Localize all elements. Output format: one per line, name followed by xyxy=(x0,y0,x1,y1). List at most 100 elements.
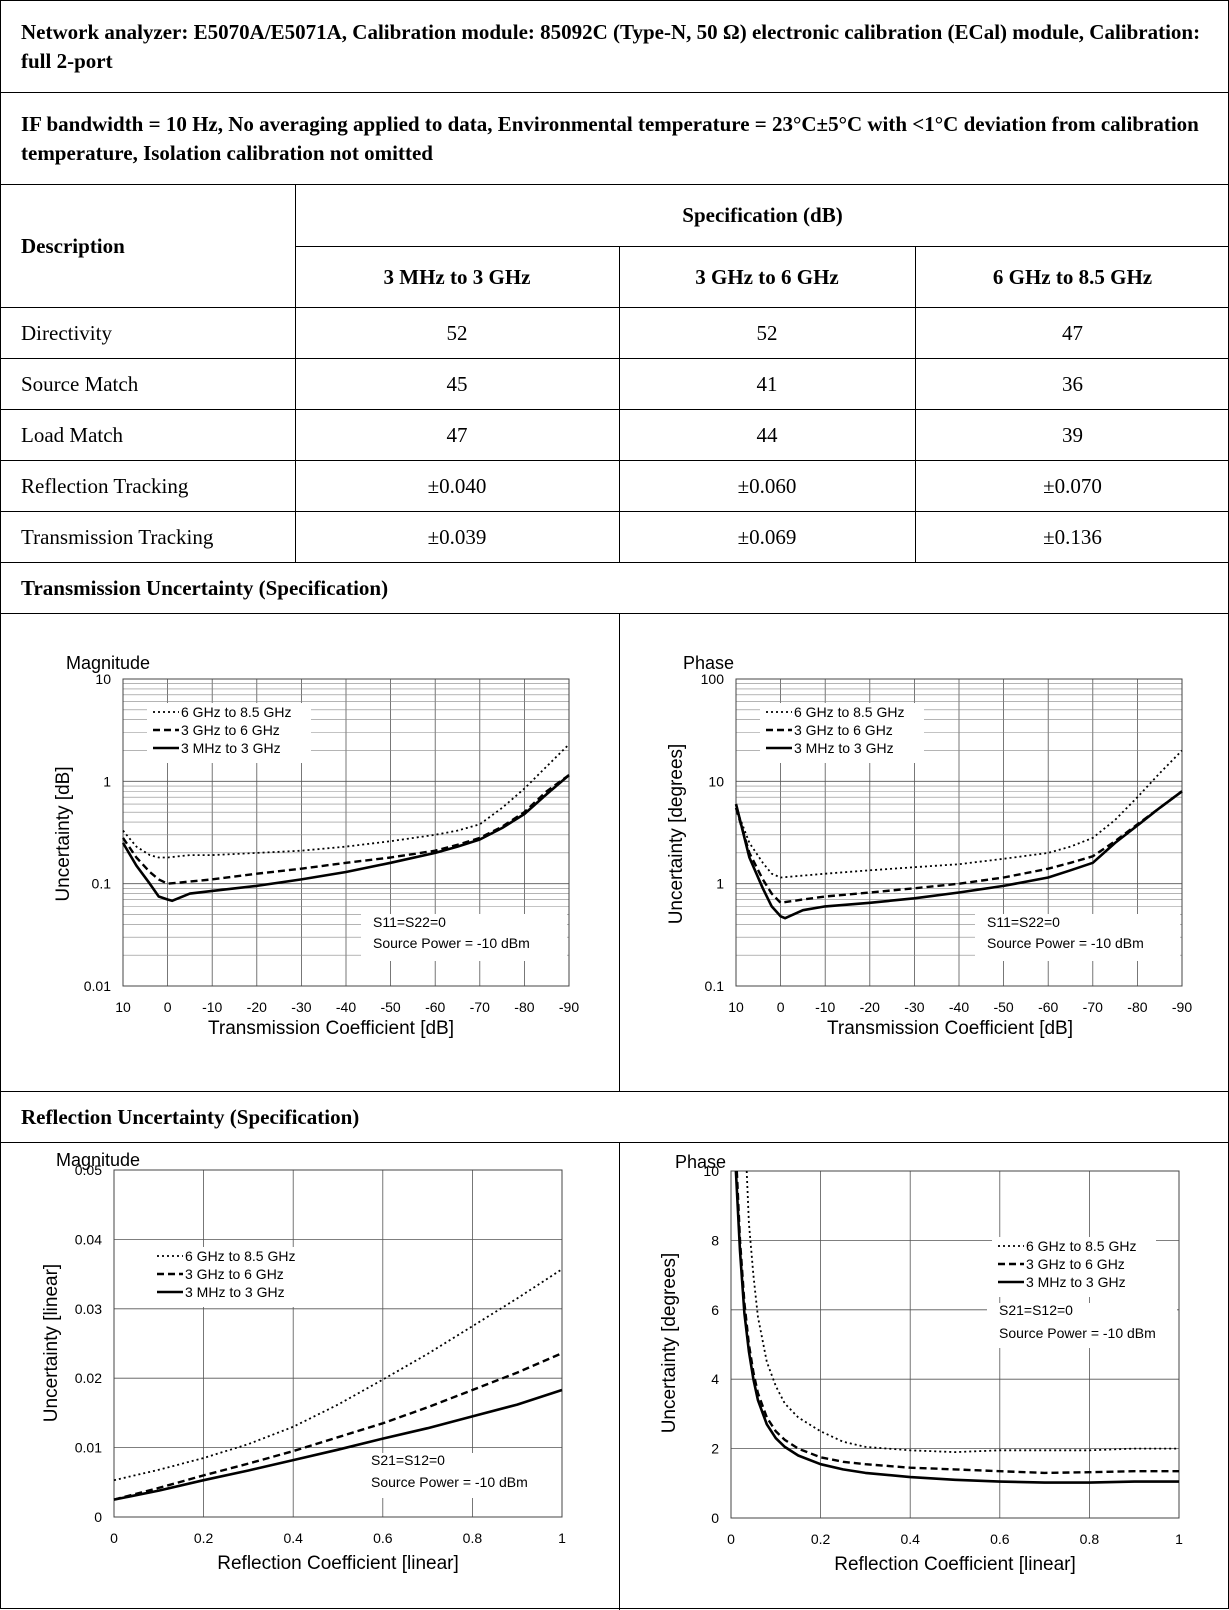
legend-background xyxy=(992,1237,1156,1297)
x-tick-label: 0.8 xyxy=(463,1530,483,1546)
series-line xyxy=(745,1170,1179,1453)
legend-label: 6 GHz to 8.5 GHz xyxy=(185,1248,295,1264)
table-cell: 47 xyxy=(1062,321,1083,345)
x-tick-label: 0.6 xyxy=(990,1531,1010,1547)
reflection-phase-chart: 0 0.2 0.4 0.6 0.8 1 10 8 6 4 2 0 Phase Reflection Coe… xyxy=(659,1152,1183,1575)
table-cell: 52 xyxy=(446,321,468,345)
x-tick-label: 0.4 xyxy=(900,1531,920,1547)
x-tick-label: -30 xyxy=(291,999,311,1015)
series-line xyxy=(113,1352,563,1501)
y-tick-label: 2 xyxy=(711,1441,719,1457)
x-tick-label: 0.8 xyxy=(1080,1531,1100,1547)
legend-background xyxy=(760,703,924,763)
x-tick-label: 0.6 xyxy=(373,1530,393,1546)
table-cell: ±0.060 xyxy=(737,474,797,498)
chart-title: Phase xyxy=(675,1152,726,1172)
annotation-background xyxy=(359,1453,560,1498)
x-tick-label: 0 xyxy=(164,999,172,1015)
annotation-text: S11=S22=0 xyxy=(373,914,446,930)
annotation-background xyxy=(987,1303,1177,1348)
table-cell: 52 xyxy=(756,321,778,345)
specification-header: Specification (dB) xyxy=(295,185,1229,247)
legend-label: 6 GHz to 8.5 GHz xyxy=(794,704,904,720)
row-label: Source Match xyxy=(21,372,139,396)
transmission-magnitude-chart: 10 0 -10 -20 -30 -40 -50 -60 -70 -80 -90 10 1 0.1 0.01… xyxy=(53,653,579,1039)
description-header: Description xyxy=(21,234,125,258)
transmission-section-title: Transmission Uncertainty (Specification) xyxy=(21,575,389,600)
x-tick-label: -60 xyxy=(425,999,445,1015)
y-tick-label: 10 xyxy=(703,1163,719,1179)
y-tick-label: 0.02 xyxy=(75,1370,102,1386)
x-tick-label: 0 xyxy=(777,999,785,1015)
y-tick-label: 1 xyxy=(103,773,111,789)
reflection-section-title: Reflection Uncertainty (Specification) xyxy=(21,1104,360,1129)
reflection-charts-row: 0 0.2 0.4 0.6 0.8 1 0.05 0.04 0.03 0.02 0.01 0 Magni… xyxy=(1,1143,1229,1610)
legend-label: 3 MHz to 3 GHz xyxy=(185,1284,285,1300)
chart-title: Phase xyxy=(683,653,734,673)
legend-label: 3 GHz to 6 GHz xyxy=(794,722,893,738)
annotation-background xyxy=(975,914,1180,961)
y-axis-label: Uncertainty [degrees] xyxy=(659,1253,680,1434)
x-tick-label: -80 xyxy=(514,999,534,1015)
legend-label: 3 GHz to 6 GHz xyxy=(1026,1256,1125,1272)
y-tick-label: 100 xyxy=(701,671,725,687)
table-cell: 44 xyxy=(756,423,778,447)
series-line xyxy=(113,1268,563,1482)
y-tick-label: 0 xyxy=(711,1510,719,1526)
y-tick-label: 0.01 xyxy=(75,1440,102,1456)
y-tick-label: 8 xyxy=(711,1232,719,1248)
legend-label: 3 MHz to 3 GHz xyxy=(1026,1274,1126,1290)
plot-frame xyxy=(730,1170,1180,1519)
series-line xyxy=(113,1388,563,1501)
x-tick-label: -30 xyxy=(904,999,924,1015)
y-tick-label: 1 xyxy=(716,876,724,892)
legend-label: 3 GHz to 6 GHz xyxy=(181,722,280,738)
table-row: Reflection Tracking ±0.040 ±0.060 ±0.070 xyxy=(1,461,1229,512)
x-tick-label: -20 xyxy=(860,999,880,1015)
row-label: Directivity xyxy=(21,321,112,345)
table-row: Directivity 52 52 47 xyxy=(1,308,1229,359)
series-line xyxy=(734,1170,1179,1484)
x-tick-label: -20 xyxy=(247,999,267,1015)
legend-label: 3 MHz to 3 GHz xyxy=(181,740,281,756)
table-cell: ±0.070 xyxy=(1043,474,1102,498)
annotation-text: Source Power = -10 dBm xyxy=(987,935,1144,951)
series-line xyxy=(122,743,570,859)
annotation-text: Source Power = -10 dBm xyxy=(999,1325,1156,1341)
y-tick-label: 6 xyxy=(711,1302,719,1318)
column-header-3: 6 GHz to 8.5 GHz xyxy=(992,264,1153,289)
header-conditions-row: IF bandwidth = 10 Hz, No averaging appli… xyxy=(1,93,1229,185)
x-tick-label: -50 xyxy=(380,999,400,1015)
y-axis-label: Uncertainty [linear] xyxy=(41,1264,62,1422)
y-tick-label: 0.01 xyxy=(84,978,111,994)
row-label: Reflection Tracking xyxy=(21,474,189,498)
x-tick-label: -40 xyxy=(336,999,356,1015)
y-axis-label: Uncertainty [dB] xyxy=(53,766,74,901)
y-tick-label: 0.03 xyxy=(75,1301,102,1317)
x-axis-label: Reflection Coefficient [linear] xyxy=(217,1553,459,1574)
table-row: Source Match 45 41 36 xyxy=(1,359,1229,410)
x-tick-label: 0.2 xyxy=(194,1530,214,1546)
header-conditions-text: IF bandwidth = 10 Hz, No averaging appli… xyxy=(21,112,1199,165)
x-tick-label: -90 xyxy=(559,999,579,1015)
table-cell: 39 xyxy=(1062,423,1083,447)
annotation-text: S21=S12=0 xyxy=(999,1302,1073,1318)
annotation-text: Source Power = -10 dBm xyxy=(371,1474,528,1490)
table-cell: ±0.039 xyxy=(427,525,487,549)
legend-label: 3 GHz to 6 GHz xyxy=(185,1266,284,1282)
y-tick-label: 4 xyxy=(711,1371,719,1387)
x-tick-label: -10 xyxy=(815,999,835,1015)
header-config-row: Network analyzer: E5070A/E5071A, Calibra… xyxy=(1,1,1229,93)
legend-background xyxy=(147,703,311,763)
table-cell: 41 xyxy=(756,372,778,396)
table-row: Load Match 47 44 39 xyxy=(1,410,1229,461)
transmission-charts-row: 10 0 -10 -20 -30 -40 -50 -60 -70 -80 -90 1 0 1 0.1 0.01… xyxy=(1,614,1229,1092)
table-row: Transmission Tracking ±0.039 ±0.069 ±0.1… xyxy=(1,512,1229,563)
plot-frame xyxy=(735,678,1183,987)
y-tick-label: 0.1 xyxy=(705,978,725,994)
row-label: Load Match xyxy=(21,423,124,447)
x-tick-label: -70 xyxy=(470,999,490,1015)
annotation-text: S11=S22=0 xyxy=(987,914,1060,930)
chart-title: Magnitude xyxy=(56,1150,140,1170)
